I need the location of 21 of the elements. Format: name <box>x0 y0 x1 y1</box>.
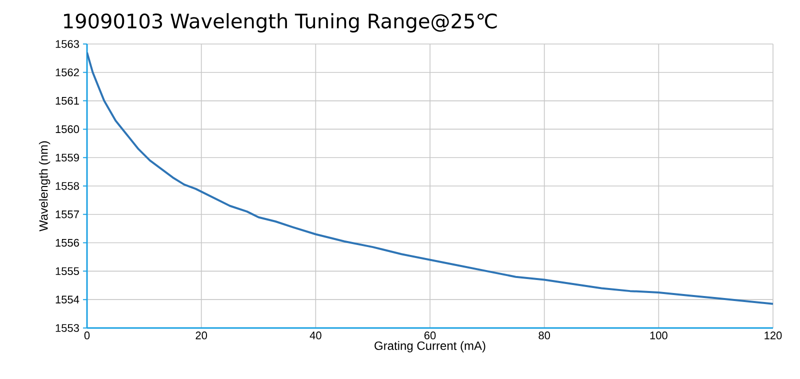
x-axis-title: Grating Current (mA) <box>374 341 486 352</box>
y-tick-label: 1558 <box>56 182 79 190</box>
x-tick-label: 120 <box>764 332 782 340</box>
y-tick-label: 1556 <box>56 238 79 247</box>
x-tick-label: 80 <box>538 332 550 340</box>
y-tick-label: 1559 <box>56 154 79 162</box>
x-tick-label: 40 <box>310 332 322 340</box>
y-tick-label: 1555 <box>56 267 79 276</box>
x-tick-label: 100 <box>650 332 668 340</box>
x-tick-label: 20 <box>196 332 208 340</box>
y-tick-label: 1563 <box>56 40 79 48</box>
y-tick-label: 1553 <box>56 324 79 332</box>
x-tick-label: 0 <box>84 332 90 340</box>
y-tick-label: 1560 <box>56 125 80 134</box>
chart-title: 19090103 Wavelength Tuning Range@25℃ <box>64 13 497 32</box>
y-tick-label: 1562 <box>56 68 79 76</box>
y-tick-label: 1554 <box>56 296 80 304</box>
y-tick-label: 1557 <box>56 210 79 218</box>
x-tick-label: 60 <box>424 332 436 340</box>
y-tick-label: 1561 <box>56 96 79 105</box>
y-axis-title: Wavelength (nm) <box>38 141 50 232</box>
